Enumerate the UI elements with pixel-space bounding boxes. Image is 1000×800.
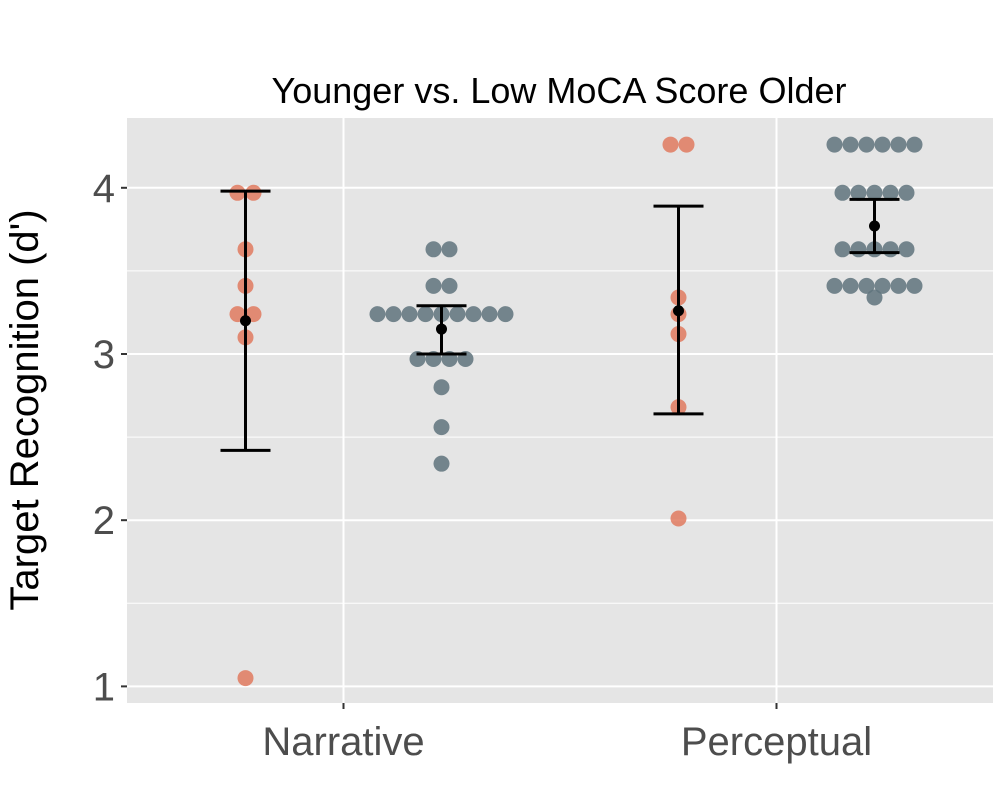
data-point [678,136,695,153]
data-point [481,306,498,323]
x-tick-label: Narrative [262,720,424,764]
data-point [842,277,859,294]
data-point [229,184,246,201]
data-point [898,241,915,258]
data-point [465,306,482,323]
data-point [850,241,867,258]
data-point [882,241,899,258]
data-point [433,379,450,396]
data-point [441,241,458,258]
data-point [898,184,915,201]
y-tick-label: 4 [93,167,115,211]
data-point [906,277,923,294]
data-point [385,306,402,323]
data-point [670,510,687,527]
data-point [858,277,875,294]
data-point [874,136,891,153]
data-point [237,670,254,687]
data-point [834,184,851,201]
data-point [906,136,923,153]
data-point [662,136,679,153]
data-point [842,136,859,153]
data-point [834,241,851,258]
error-bars [220,189,900,452]
y-axis-label: Target Recognition (d') [3,209,47,610]
data-point [882,184,899,201]
plot-panel [127,118,993,703]
data-point [449,306,466,323]
x-tick-label: Perceptual [681,720,872,764]
x-axis: Narrative Perceptual [262,703,872,764]
data-point [425,241,442,258]
data-point [826,136,843,153]
grid-minor [127,270,993,604]
data-point [245,184,262,201]
data-point [401,306,418,323]
mean-point [240,315,251,327]
chart-title: Younger vs. Low MoCA Score Older [272,70,847,111]
y-axis: 1 2 3 4 [93,167,127,709]
data-point [866,289,883,306]
mean-point [869,220,880,232]
y-tick-label: 3 [93,333,115,377]
data-point [858,136,875,153]
data-point [890,136,907,153]
data-point [417,306,434,323]
data-point [433,455,450,472]
data-point [425,277,442,294]
data-point [874,277,891,294]
mean-point [673,305,684,317]
mean-point [436,323,447,335]
data-point [433,419,450,436]
data-point [369,306,386,323]
data-point [890,277,907,294]
data-point [497,306,514,323]
data-point [826,277,843,294]
data-point [850,184,867,201]
grid-major [127,118,993,703]
data-point [866,184,883,201]
y-tick-label: 1 [93,665,115,709]
data-point [441,277,458,294]
y-tick-label: 2 [93,499,115,543]
